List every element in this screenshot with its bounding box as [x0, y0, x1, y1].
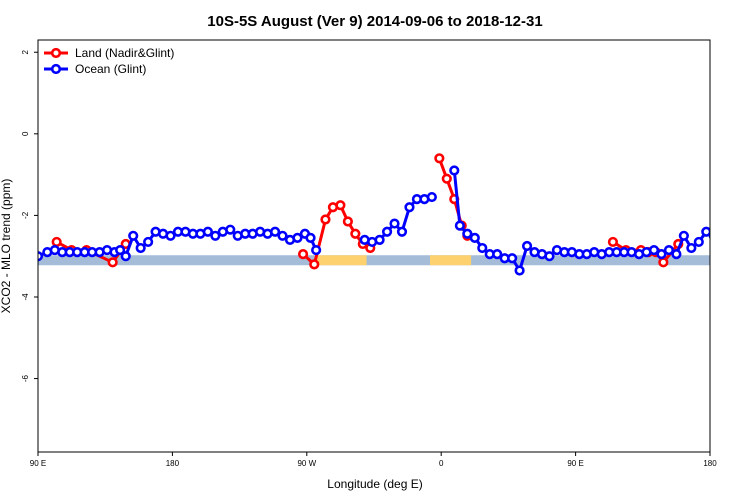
- ocean-data-point: [225, 224, 236, 235]
- ocean-data-point: [202, 226, 213, 237]
- ocean-data-point: [678, 230, 689, 241]
- y-tick-label: -2: [21, 211, 30, 219]
- ocean-data-point: [135, 242, 146, 254]
- ocean-data-point: [165, 230, 176, 241]
- ocean-data-point: [449, 165, 460, 176]
- land-data-point: [434, 153, 445, 164]
- axis-ticks: 90 E 180 90 W 0 90 E 180 2 0 -2 -4 -6: [21, 49, 717, 468]
- x-tick-label: 90 E: [30, 459, 46, 468]
- ocean-data-point: [305, 232, 316, 243]
- land-data-point: [320, 214, 331, 225]
- ocean-data-point: [143, 236, 154, 248]
- legend-ocean-label: Ocean (Glint): [75, 62, 146, 76]
- ocean-data-point: [269, 226, 281, 237]
- ocean-data-point: [693, 236, 704, 248]
- legend: Land (Nadir&Glint) Ocean (Glint): [44, 46, 174, 76]
- ocean-data-point: [454, 220, 465, 231]
- y-tick-label: 2: [21, 49, 30, 54]
- land-data-point: [441, 173, 452, 184]
- x-tick-label: 90 W: [297, 459, 316, 468]
- ocean-data-point: [404, 202, 415, 213]
- ocean-data-point: [277, 230, 288, 241]
- ocean-data-point: [381, 226, 393, 237]
- ocean-data-point: [426, 191, 437, 203]
- land-data-point: [607, 236, 619, 248]
- ocean-data-point: [462, 228, 473, 239]
- ocean-data-point: [374, 234, 385, 245]
- ocean-data-point: [396, 226, 408, 237]
- x-tick-label: 0: [439, 459, 444, 468]
- ocean-data-point: [469, 232, 480, 243]
- legend-ocean-marker: [50, 63, 62, 75]
- land-data-point: [335, 200, 346, 211]
- y-tick-label: -4: [21, 293, 30, 301]
- y-tick-label: 0: [21, 131, 30, 136]
- ocean-data-point: [311, 244, 322, 256]
- chart-title: 10S-5S August (Ver 9) 2014-09-06 to 2018…: [207, 13, 542, 30]
- ocean-data-point: [708, 232, 710, 240]
- land-data-point: [658, 257, 669, 268]
- ocean-data-point: [507, 253, 518, 264]
- x-tick-label: 180: [166, 459, 180, 468]
- ocean-data-point: [477, 242, 488, 254]
- plot-frame: [37, 39, 711, 453]
- x-tick-label: 180: [703, 459, 717, 468]
- y-tick-label: -6: [21, 374, 30, 382]
- x-axis-label: Longitude (deg E): [327, 477, 422, 491]
- land-data-point: [350, 228, 361, 239]
- ocean-data-point: [115, 244, 126, 256]
- x-tick-label: 90 E: [567, 459, 583, 468]
- legend-land-marker: [50, 47, 62, 59]
- land-data-point: [342, 216, 353, 227]
- plot-area: [38, 153, 725, 276]
- land-data-point: [309, 259, 320, 270]
- y-axis-label: XCO2 - MLO trend (ppm): [0, 179, 13, 314]
- ocean-data-point: [210, 230, 221, 241]
- ocean-data-point: [656, 249, 667, 260]
- ocean-data-point: [717, 232, 725, 240]
- ocean-data-point: [492, 249, 503, 260]
- legend-land-label: Land (Nadir&Glint): [75, 46, 174, 60]
- ocean-data-point: [671, 249, 682, 260]
- ocean-data-point: [521, 240, 533, 252]
- ocean-data-point: [663, 244, 675, 256]
- land-data-point: [51, 236, 62, 248]
- ocean-data-point: [120, 251, 131, 262]
- ocean-data-point: [292, 232, 303, 243]
- ocean-data-point: [544, 251, 555, 262]
- ocean-data-point: [514, 265, 525, 276]
- ocean-data-point: [648, 244, 660, 256]
- ocean-data-point: [701, 226, 710, 237]
- ocean-data-point: [389, 218, 400, 229]
- ocean-data-point: [686, 242, 697, 254]
- land-data-point: [297, 249, 309, 260]
- land-data-point: [107, 257, 118, 268]
- ocean-data-point: [128, 230, 139, 241]
